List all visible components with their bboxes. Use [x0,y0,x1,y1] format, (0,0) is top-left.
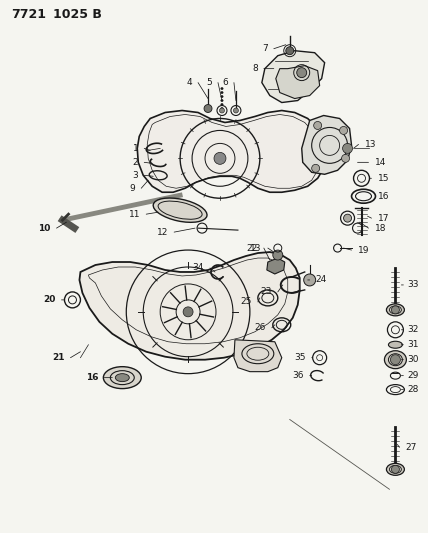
Circle shape [214,152,226,164]
Circle shape [286,47,294,55]
Circle shape [233,108,238,113]
Circle shape [183,307,193,317]
Text: 3: 3 [133,171,138,180]
Text: 8: 8 [252,64,258,73]
Circle shape [314,122,322,130]
Text: 4: 4 [187,78,192,87]
Ellipse shape [386,463,404,475]
Text: 35: 35 [294,353,306,362]
Text: 19: 19 [357,246,369,255]
Text: 21: 21 [52,353,65,362]
Text: 25: 25 [241,297,252,306]
Text: 1: 1 [133,144,138,153]
Text: 22: 22 [247,244,258,253]
Text: 32: 32 [407,325,419,334]
Text: 13: 13 [365,140,376,149]
Polygon shape [276,66,320,99]
Circle shape [204,104,212,112]
Text: 29: 29 [407,371,419,380]
Text: 7721: 7721 [11,9,46,21]
Text: 30: 30 [407,355,419,364]
Ellipse shape [153,198,207,222]
Text: 15: 15 [377,174,389,183]
Circle shape [392,465,399,473]
Text: 26: 26 [255,324,266,332]
Circle shape [221,99,223,102]
Circle shape [339,126,348,134]
Text: 16: 16 [86,373,98,382]
Text: 1025 B: 1025 B [53,9,101,21]
Text: 18: 18 [374,224,386,232]
Text: 27: 27 [405,443,417,452]
Text: 2: 2 [133,158,138,167]
Circle shape [342,155,350,163]
Text: 6: 6 [222,78,228,87]
Ellipse shape [386,304,404,316]
Circle shape [392,306,399,314]
Circle shape [342,143,353,154]
Circle shape [273,250,283,260]
Circle shape [221,107,223,110]
Polygon shape [267,258,285,274]
Text: 34: 34 [193,263,204,272]
Polygon shape [234,340,282,372]
Circle shape [297,68,307,78]
Circle shape [221,103,223,106]
Ellipse shape [103,367,141,389]
Circle shape [221,95,223,98]
Circle shape [312,164,320,172]
Text: 24: 24 [316,276,327,285]
Circle shape [220,108,224,113]
Text: 17: 17 [377,214,389,223]
Text: 5: 5 [206,78,212,87]
Text: 7: 7 [262,44,268,53]
Circle shape [304,274,316,286]
Text: 14: 14 [374,158,386,167]
Circle shape [221,87,223,90]
Text: 13: 13 [250,244,262,253]
Text: 23: 23 [260,287,272,296]
Text: 11: 11 [129,209,140,219]
Text: 12: 12 [157,228,168,237]
Text: 31: 31 [407,340,419,349]
Circle shape [221,91,223,94]
Text: 16: 16 [377,192,389,201]
Ellipse shape [389,341,402,348]
Polygon shape [262,51,325,102]
Text: 36: 36 [292,371,304,380]
Ellipse shape [384,351,406,369]
Text: 9: 9 [130,184,135,193]
Text: 10: 10 [38,224,51,232]
Polygon shape [302,116,351,174]
Polygon shape [137,110,326,192]
Text: 20: 20 [43,295,56,304]
Circle shape [344,214,351,222]
Text: 33: 33 [407,280,419,289]
Text: 28: 28 [407,385,419,394]
Polygon shape [80,252,300,360]
Circle shape [390,355,400,365]
Ellipse shape [115,374,129,382]
